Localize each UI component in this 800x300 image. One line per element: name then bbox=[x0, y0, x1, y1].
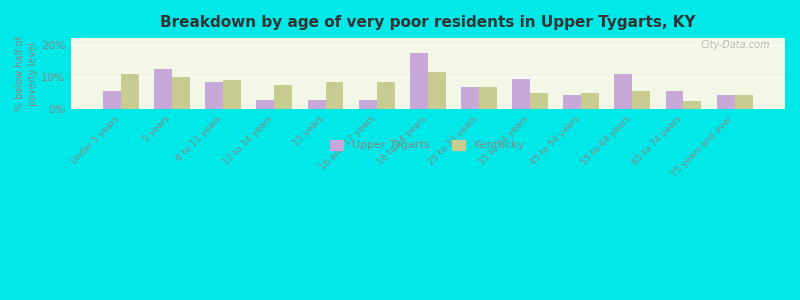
Bar bbox=[154, 69, 172, 109]
Bar bbox=[410, 53, 428, 109]
Bar bbox=[563, 95, 582, 109]
Legend: Upper Tygarts, Kentucky: Upper Tygarts, Kentucky bbox=[326, 135, 530, 155]
Bar bbox=[257, 100, 274, 109]
Bar bbox=[326, 82, 343, 109]
Title: Breakdown by age of very poor residents in Upper Tygarts, KY: Breakdown by age of very poor residents … bbox=[160, 15, 696, 30]
Bar bbox=[582, 93, 599, 109]
Text: City-Data.com: City-Data.com bbox=[701, 40, 770, 50]
Bar bbox=[172, 77, 190, 109]
Bar bbox=[666, 92, 683, 109]
Bar bbox=[428, 72, 446, 109]
Bar bbox=[717, 95, 734, 109]
Bar bbox=[274, 85, 292, 109]
Bar bbox=[358, 100, 377, 109]
Bar bbox=[223, 80, 241, 109]
Y-axis label: % below half of
poverty level: % below half of poverty level bbox=[15, 36, 38, 111]
Bar bbox=[479, 87, 497, 109]
Bar bbox=[206, 82, 223, 109]
Bar bbox=[308, 100, 326, 109]
Bar bbox=[461, 87, 479, 109]
Bar bbox=[683, 101, 702, 109]
Bar bbox=[103, 92, 121, 109]
Bar bbox=[632, 92, 650, 109]
Bar bbox=[377, 82, 394, 109]
Bar bbox=[734, 95, 753, 109]
Bar bbox=[512, 79, 530, 109]
Bar bbox=[530, 93, 548, 109]
Bar bbox=[614, 74, 632, 109]
Bar bbox=[121, 74, 139, 109]
